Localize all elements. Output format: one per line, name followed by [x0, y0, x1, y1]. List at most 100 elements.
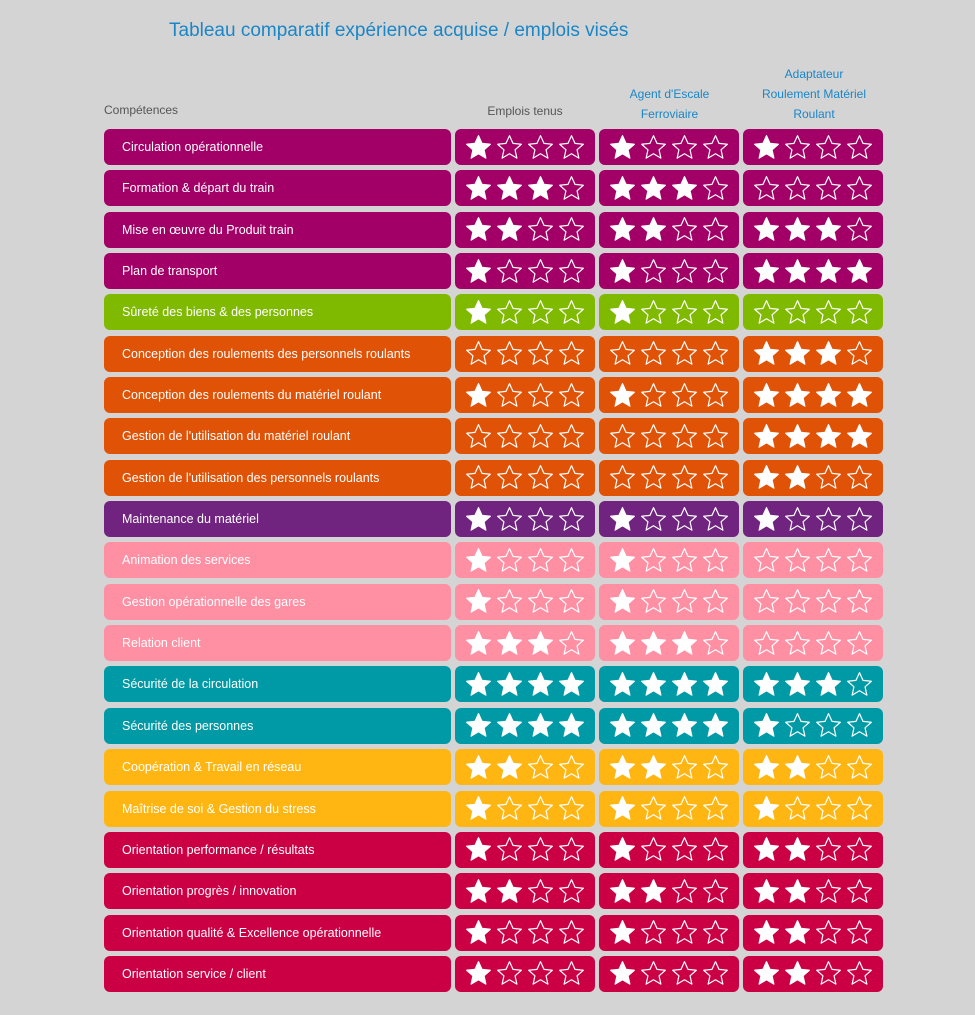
- star-filled-icon: [785, 961, 810, 986]
- star-empty-icon: [641, 547, 666, 572]
- star-empty-icon: [847, 672, 872, 696]
- star-empty-icon: [816, 961, 841, 986]
- rating-cell: [599, 211, 739, 248]
- star-empty-icon: [672, 547, 697, 572]
- rating-cell: [455, 335, 595, 372]
- star-empty-icon: [816, 299, 841, 324]
- star-empty-icon: [703, 796, 728, 820]
- star-empty-icon: [641, 796, 666, 820]
- star-empty-icon: [672, 961, 697, 986]
- star-filled-icon: [466, 920, 491, 944]
- star-empty-icon: [847, 837, 872, 862]
- star-empty-icon: [785, 134, 810, 159]
- star-empty-icon: [703, 589, 728, 614]
- competence-label: Orientation service / client: [104, 955, 451, 992]
- star-empty-icon: [672, 258, 697, 283]
- table-row: Coopération & Travail en réseau: [104, 749, 885, 786]
- star-filled-icon: [816, 672, 841, 696]
- rating-cell: [599, 625, 739, 662]
- star-filled-icon: [466, 134, 491, 159]
- competence-label: Relation client: [104, 625, 451, 662]
- star-filled-icon: [641, 217, 666, 241]
- star-empty-icon: [847, 175, 872, 200]
- star-filled-icon: [466, 217, 491, 241]
- star-empty-icon: [816, 713, 841, 738]
- star-filled-icon: [466, 837, 491, 862]
- star-empty-icon: [672, 796, 697, 820]
- table-row: Orientation performance / résultats: [104, 831, 885, 868]
- table-row: Animation des services: [104, 542, 885, 579]
- rating-cell: [743, 129, 883, 165]
- star-filled-icon: [466, 258, 491, 283]
- star-empty-icon: [497, 258, 522, 283]
- star-filled-icon: [466, 630, 491, 655]
- rating-cell: [599, 749, 739, 786]
- star-filled-icon: [610, 837, 635, 862]
- rating-cell: [599, 873, 739, 910]
- table-row: Gestion de l'utilisation des personnels …: [104, 459, 885, 496]
- star-empty-icon: [785, 589, 810, 614]
- star-empty-icon: [672, 423, 697, 448]
- star-empty-icon: [641, 465, 666, 489]
- star-empty-icon: [847, 630, 872, 655]
- star-filled-icon: [466, 506, 491, 531]
- star-empty-icon: [559, 630, 584, 655]
- competence-label: Circulation opérationnelle: [104, 129, 451, 165]
- header-adaptateur-line-1: Adaptateur: [784, 67, 844, 81]
- star-empty-icon: [641, 382, 666, 407]
- star-filled-icon: [610, 299, 635, 324]
- star-empty-icon: [610, 465, 635, 489]
- star-empty-icon: [641, 920, 666, 944]
- star-empty-icon: [703, 630, 728, 655]
- rating-cell: [599, 294, 739, 331]
- star-filled-icon: [816, 423, 841, 448]
- rating-cell: [455, 831, 595, 868]
- rating-cell: [743, 873, 883, 910]
- star-filled-icon: [785, 920, 810, 944]
- competence-label: Sécurité de la circulation: [104, 666, 451, 703]
- header-adaptateur: Adaptateur Roulement Matériel Roulant: [744, 64, 884, 124]
- star-filled-icon: [466, 713, 491, 738]
- star-empty-icon: [847, 299, 872, 324]
- star-empty-icon: [610, 341, 635, 365]
- star-empty-icon: [703, 465, 728, 489]
- star-empty-icon: [847, 754, 872, 779]
- star-empty-icon: [754, 175, 779, 200]
- rating-cell: [743, 666, 883, 703]
- star-empty-icon: [528, 258, 553, 283]
- rating-cell: [599, 707, 739, 744]
- star-empty-icon: [559, 796, 584, 820]
- rating-cell: [599, 583, 739, 620]
- star-filled-icon: [466, 961, 491, 986]
- rating-cell: [599, 129, 739, 165]
- star-empty-icon: [785, 630, 810, 655]
- star-filled-icon: [610, 506, 635, 531]
- star-filled-icon: [559, 713, 584, 738]
- star-empty-icon: [672, 217, 697, 241]
- competence-label: Orientation qualité & Excellence opérati…: [104, 914, 451, 951]
- star-filled-icon: [528, 713, 553, 738]
- star-empty-icon: [847, 796, 872, 820]
- rating-cell: [455, 583, 595, 620]
- star-empty-icon: [528, 465, 553, 489]
- star-empty-icon: [672, 878, 697, 903]
- rating-cell: [455, 294, 595, 331]
- star-empty-icon: [847, 506, 872, 531]
- star-empty-icon: [847, 134, 872, 159]
- star-filled-icon: [466, 672, 491, 696]
- table-row: Sûreté des biens & des personnes: [104, 294, 885, 331]
- star-empty-icon: [816, 878, 841, 903]
- star-empty-icon: [672, 754, 697, 779]
- table-row: Orientation service / client: [104, 955, 885, 992]
- star-filled-icon: [610, 175, 635, 200]
- star-empty-icon: [816, 175, 841, 200]
- table-row: Orientation progrès / innovation: [104, 873, 885, 910]
- star-filled-icon: [754, 713, 779, 738]
- star-filled-icon: [816, 341, 841, 365]
- star-empty-icon: [559, 465, 584, 489]
- rating-cell: [455, 459, 595, 496]
- star-empty-icon: [672, 382, 697, 407]
- star-filled-icon: [754, 465, 779, 489]
- star-filled-icon: [754, 258, 779, 283]
- star-empty-icon: [672, 465, 697, 489]
